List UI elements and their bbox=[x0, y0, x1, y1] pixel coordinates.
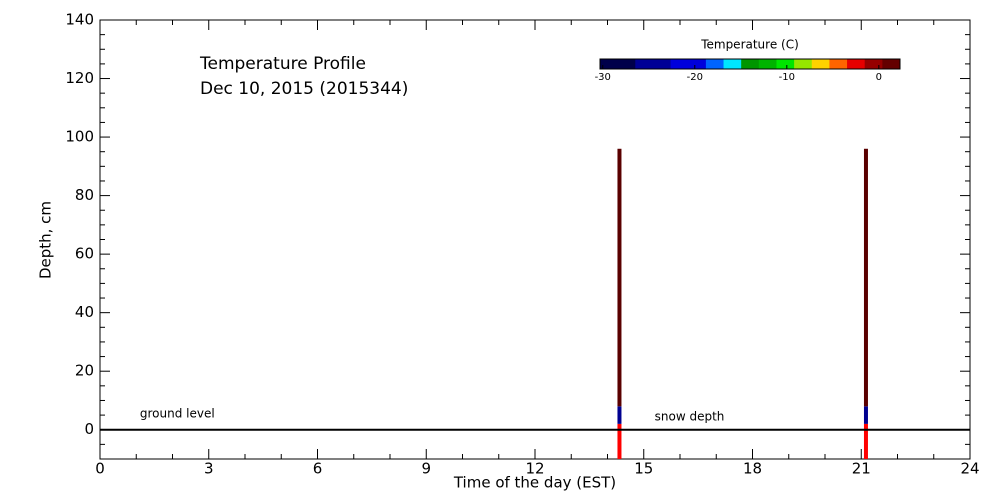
x-tick-label: 12 bbox=[525, 460, 544, 478]
colorbar-swatch bbox=[688, 59, 707, 69]
annotation: snow depth bbox=[655, 409, 725, 423]
colorbar-swatch bbox=[811, 59, 830, 69]
profile-segment bbox=[863, 148, 868, 407]
colorbar-swatch bbox=[794, 59, 813, 69]
colorbar-swatch bbox=[635, 59, 654, 69]
y-tick-label: 60 bbox=[75, 245, 94, 263]
colorbar-swatch bbox=[758, 59, 777, 69]
y-tick-label: 140 bbox=[65, 11, 94, 29]
colorbar-swatch bbox=[864, 59, 883, 69]
y-tick-label: 120 bbox=[65, 69, 94, 87]
x-tick-label: 24 bbox=[960, 460, 979, 478]
annotation: ground level bbox=[140, 406, 215, 420]
x-tick-label: 3 bbox=[204, 460, 214, 478]
colorbar-swatch bbox=[741, 59, 760, 69]
colorbar-swatch bbox=[705, 59, 725, 69]
colorbar-swatch bbox=[829, 59, 848, 69]
profile-segment bbox=[617, 148, 622, 407]
x-tick-label: 6 bbox=[313, 460, 323, 478]
x-tick-label: 18 bbox=[743, 460, 762, 478]
x-tick-label: 15 bbox=[634, 460, 653, 478]
y-tick-label: 0 bbox=[84, 420, 94, 438]
colorbar-swatch bbox=[723, 59, 742, 69]
y-tick-label: 100 bbox=[65, 128, 94, 146]
colorbar-tick-label: -10 bbox=[779, 72, 795, 83]
y-tick-label: 20 bbox=[75, 362, 94, 380]
y-tick-label: 40 bbox=[75, 303, 94, 321]
x-tick-label: 0 bbox=[95, 460, 105, 478]
y-tick-label: 80 bbox=[75, 186, 94, 204]
colorbar-tick-label: -20 bbox=[687, 72, 703, 83]
y-axis-label: Depth, cm bbox=[37, 201, 55, 279]
colorbar-swatch bbox=[776, 59, 795, 69]
colorbar-swatch bbox=[652, 59, 672, 69]
x-axis-label: Time of the day (EST) bbox=[453, 474, 616, 492]
colorbar-frame bbox=[599, 58, 901, 70]
colorbar-swatch bbox=[600, 59, 619, 69]
colorbar-swatch bbox=[847, 59, 866, 69]
x-tick-label: 9 bbox=[421, 460, 431, 478]
colorbar-swatch bbox=[617, 59, 636, 69]
profile-segment bbox=[617, 423, 622, 459]
colorbar-swatch bbox=[670, 59, 689, 69]
colorbar-swatch bbox=[882, 59, 901, 69]
colorbar-tick-label: -30 bbox=[595, 72, 611, 83]
colorbar-tick-label: 0 bbox=[876, 72, 882, 83]
profile-segment bbox=[617, 406, 622, 424]
chart-subtitle: Dec 10, 2015 (2015344) bbox=[200, 79, 408, 99]
chart-title: Temperature Profile bbox=[199, 54, 366, 74]
x-tick-label: 21 bbox=[852, 460, 871, 478]
colorbar-label: Temperature (C) bbox=[700, 38, 799, 52]
profile-segment bbox=[863, 406, 868, 424]
profile-segment bbox=[863, 423, 868, 459]
